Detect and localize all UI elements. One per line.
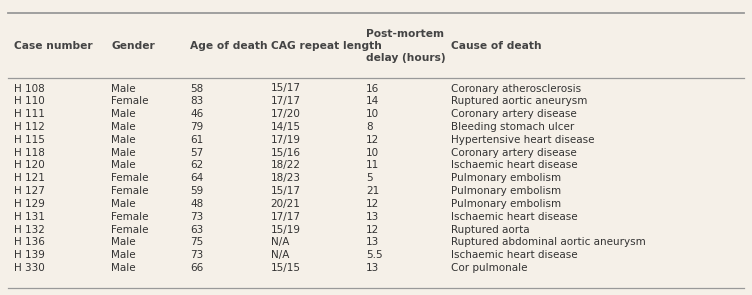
- Text: Hypertensive heart disease: Hypertensive heart disease: [451, 135, 595, 145]
- Text: Bleeding stomach ulcer: Bleeding stomach ulcer: [451, 122, 575, 132]
- Text: 73: 73: [190, 250, 204, 260]
- Text: Male: Male: [111, 135, 136, 145]
- Text: 61: 61: [190, 135, 204, 145]
- Text: Gender: Gender: [111, 41, 155, 51]
- Text: 11: 11: [366, 160, 380, 171]
- Text: 18/23: 18/23: [271, 173, 301, 183]
- Text: 12: 12: [366, 225, 380, 235]
- Text: H 127: H 127: [14, 186, 44, 196]
- Text: 73: 73: [190, 212, 204, 222]
- Text: H 108: H 108: [14, 83, 44, 94]
- Text: 13: 13: [366, 212, 380, 222]
- Text: 17/20: 17/20: [271, 109, 301, 119]
- Text: Coronary atherosclerosis: Coronary atherosclerosis: [451, 83, 581, 94]
- Text: 13: 13: [366, 263, 380, 273]
- Text: 20/21: 20/21: [271, 199, 301, 209]
- Text: 62: 62: [190, 160, 204, 171]
- Text: 10: 10: [366, 109, 379, 119]
- Text: H 330: H 330: [14, 263, 44, 273]
- Text: Male: Male: [111, 109, 136, 119]
- Text: 15/17: 15/17: [271, 186, 301, 196]
- Text: H 120: H 120: [14, 160, 44, 171]
- Text: Post-mortem: Post-mortem: [366, 29, 444, 39]
- Text: 59: 59: [190, 186, 204, 196]
- Text: Coronary artery disease: Coronary artery disease: [451, 109, 577, 119]
- Text: Male: Male: [111, 263, 136, 273]
- Text: Ischaemic heart disease: Ischaemic heart disease: [451, 250, 578, 260]
- Text: 46: 46: [190, 109, 204, 119]
- Text: Female: Female: [111, 173, 149, 183]
- Text: 79: 79: [190, 122, 204, 132]
- Text: Cause of death: Cause of death: [451, 41, 542, 51]
- Text: CAG repeat length: CAG repeat length: [271, 41, 381, 51]
- Text: H 132: H 132: [14, 225, 44, 235]
- Text: 16: 16: [366, 83, 380, 94]
- Text: H 110: H 110: [14, 96, 44, 106]
- Text: H 121: H 121: [14, 173, 44, 183]
- Text: Age of death: Age of death: [190, 41, 268, 51]
- Text: 17/17: 17/17: [271, 96, 301, 106]
- Text: Male: Male: [111, 250, 136, 260]
- Text: Coronary artery disease: Coronary artery disease: [451, 148, 577, 158]
- Text: 14: 14: [366, 96, 380, 106]
- Text: 57: 57: [190, 148, 204, 158]
- Text: Ischaemic heart disease: Ischaemic heart disease: [451, 160, 578, 171]
- Text: 83: 83: [190, 96, 204, 106]
- Text: Ruptured aortic aneurysm: Ruptured aortic aneurysm: [451, 96, 587, 106]
- Text: H 118: H 118: [14, 148, 44, 158]
- Text: 17/19: 17/19: [271, 135, 301, 145]
- Text: 21: 21: [366, 186, 380, 196]
- Text: Ruptured abdominal aortic aneurysm: Ruptured abdominal aortic aneurysm: [451, 237, 646, 248]
- Text: 14/15: 14/15: [271, 122, 301, 132]
- Text: H 115: H 115: [14, 135, 44, 145]
- Text: 13: 13: [366, 237, 380, 248]
- Text: 75: 75: [190, 237, 204, 248]
- Text: 58: 58: [190, 83, 204, 94]
- Text: 12: 12: [366, 135, 380, 145]
- Text: Male: Male: [111, 83, 136, 94]
- Text: delay (hours): delay (hours): [366, 53, 446, 63]
- Text: Female: Female: [111, 186, 149, 196]
- Text: Ischaemic heart disease: Ischaemic heart disease: [451, 212, 578, 222]
- Text: 15/17: 15/17: [271, 83, 301, 94]
- Text: 48: 48: [190, 199, 204, 209]
- Text: Case number: Case number: [14, 41, 92, 51]
- Text: H 111: H 111: [14, 109, 44, 119]
- Text: 12: 12: [366, 199, 380, 209]
- Text: Female: Female: [111, 96, 149, 106]
- Text: Pulmonary embolism: Pulmonary embolism: [451, 173, 561, 183]
- Text: H 136: H 136: [14, 237, 44, 248]
- Text: Male: Male: [111, 122, 136, 132]
- Text: Male: Male: [111, 160, 136, 171]
- Text: Pulmonary embolism: Pulmonary embolism: [451, 199, 561, 209]
- Text: Male: Male: [111, 199, 136, 209]
- Text: Male: Male: [111, 148, 136, 158]
- Text: Female: Female: [111, 225, 149, 235]
- Text: H 129: H 129: [14, 199, 44, 209]
- Text: 15/19: 15/19: [271, 225, 301, 235]
- Text: 15/16: 15/16: [271, 148, 301, 158]
- Text: 10: 10: [366, 148, 379, 158]
- Text: H 139: H 139: [14, 250, 44, 260]
- Text: 5.5: 5.5: [366, 250, 383, 260]
- Text: 63: 63: [190, 225, 204, 235]
- Text: Male: Male: [111, 237, 136, 248]
- Text: 8: 8: [366, 122, 373, 132]
- Text: Female: Female: [111, 212, 149, 222]
- Text: H 131: H 131: [14, 212, 44, 222]
- Text: Pulmonary embolism: Pulmonary embolism: [451, 186, 561, 196]
- Text: H 112: H 112: [14, 122, 44, 132]
- Text: 64: 64: [190, 173, 204, 183]
- Text: 5: 5: [366, 173, 373, 183]
- Text: N/A: N/A: [271, 250, 289, 260]
- Text: Ruptured aorta: Ruptured aorta: [451, 225, 530, 235]
- Text: 15/15: 15/15: [271, 263, 301, 273]
- Text: 17/17: 17/17: [271, 212, 301, 222]
- Text: 66: 66: [190, 263, 204, 273]
- Text: Cor pulmonale: Cor pulmonale: [451, 263, 528, 273]
- Text: 18/22: 18/22: [271, 160, 301, 171]
- Text: N/A: N/A: [271, 237, 289, 248]
